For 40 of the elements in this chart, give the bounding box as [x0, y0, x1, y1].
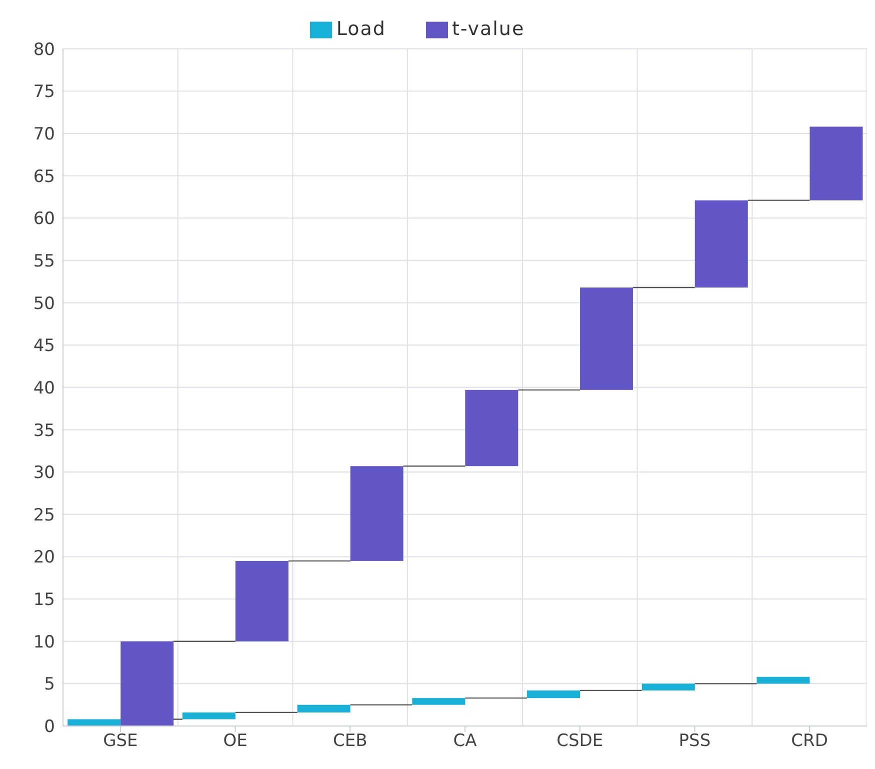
bar [694, 200, 748, 288]
bar [182, 712, 236, 720]
y-tick-label: 15 [33, 590, 55, 610]
bar [756, 676, 810, 684]
bar [120, 641, 174, 726]
bar [580, 288, 634, 390]
bar [810, 126, 863, 200]
bar [68, 719, 121, 726]
y-tick-label: 10 [33, 632, 55, 652]
y-tick-label: 35 [33, 420, 55, 441]
x-tick-label: CRD [791, 731, 828, 752]
y-tick-label: 80 [33, 40, 55, 60]
bar [297, 704, 350, 712]
y-tick-label: 0 [44, 717, 55, 738]
bar [350, 466, 404, 561]
legend-label: t-value [452, 18, 525, 40]
y-tick-label: 5 [44, 674, 55, 695]
bar [527, 690, 580, 698]
bar [412, 698, 466, 705]
y-tick-label: 30 [33, 463, 55, 484]
x-tick-label: CSDE [556, 731, 604, 752]
y-tick-label: 65 [33, 166, 55, 187]
y-tick-label: 70 [33, 124, 55, 144]
x-tick-label: OE [223, 731, 248, 752]
x-tick-label: PSS [678, 731, 711, 752]
y-tick-label: 55 [33, 251, 55, 272]
y-tick-label: 40 [33, 378, 55, 398]
bar [465, 390, 518, 466]
y-tick-label: 20 [33, 548, 55, 568]
y-tick-label: 75 [33, 82, 55, 102]
y-tick-label: 60 [33, 209, 55, 230]
bar [235, 560, 288, 642]
legend-label: Load [336, 18, 386, 40]
y-tick-label: 50 [33, 294, 55, 314]
bar [642, 684, 695, 690]
x-tick-label: CA [453, 731, 478, 752]
x-tick-label: GSE [103, 731, 138, 752]
y-tick-label: 45 [33, 336, 55, 356]
x-tick-label: CEB [333, 731, 368, 752]
y-tick-label: 25 [33, 505, 55, 526]
